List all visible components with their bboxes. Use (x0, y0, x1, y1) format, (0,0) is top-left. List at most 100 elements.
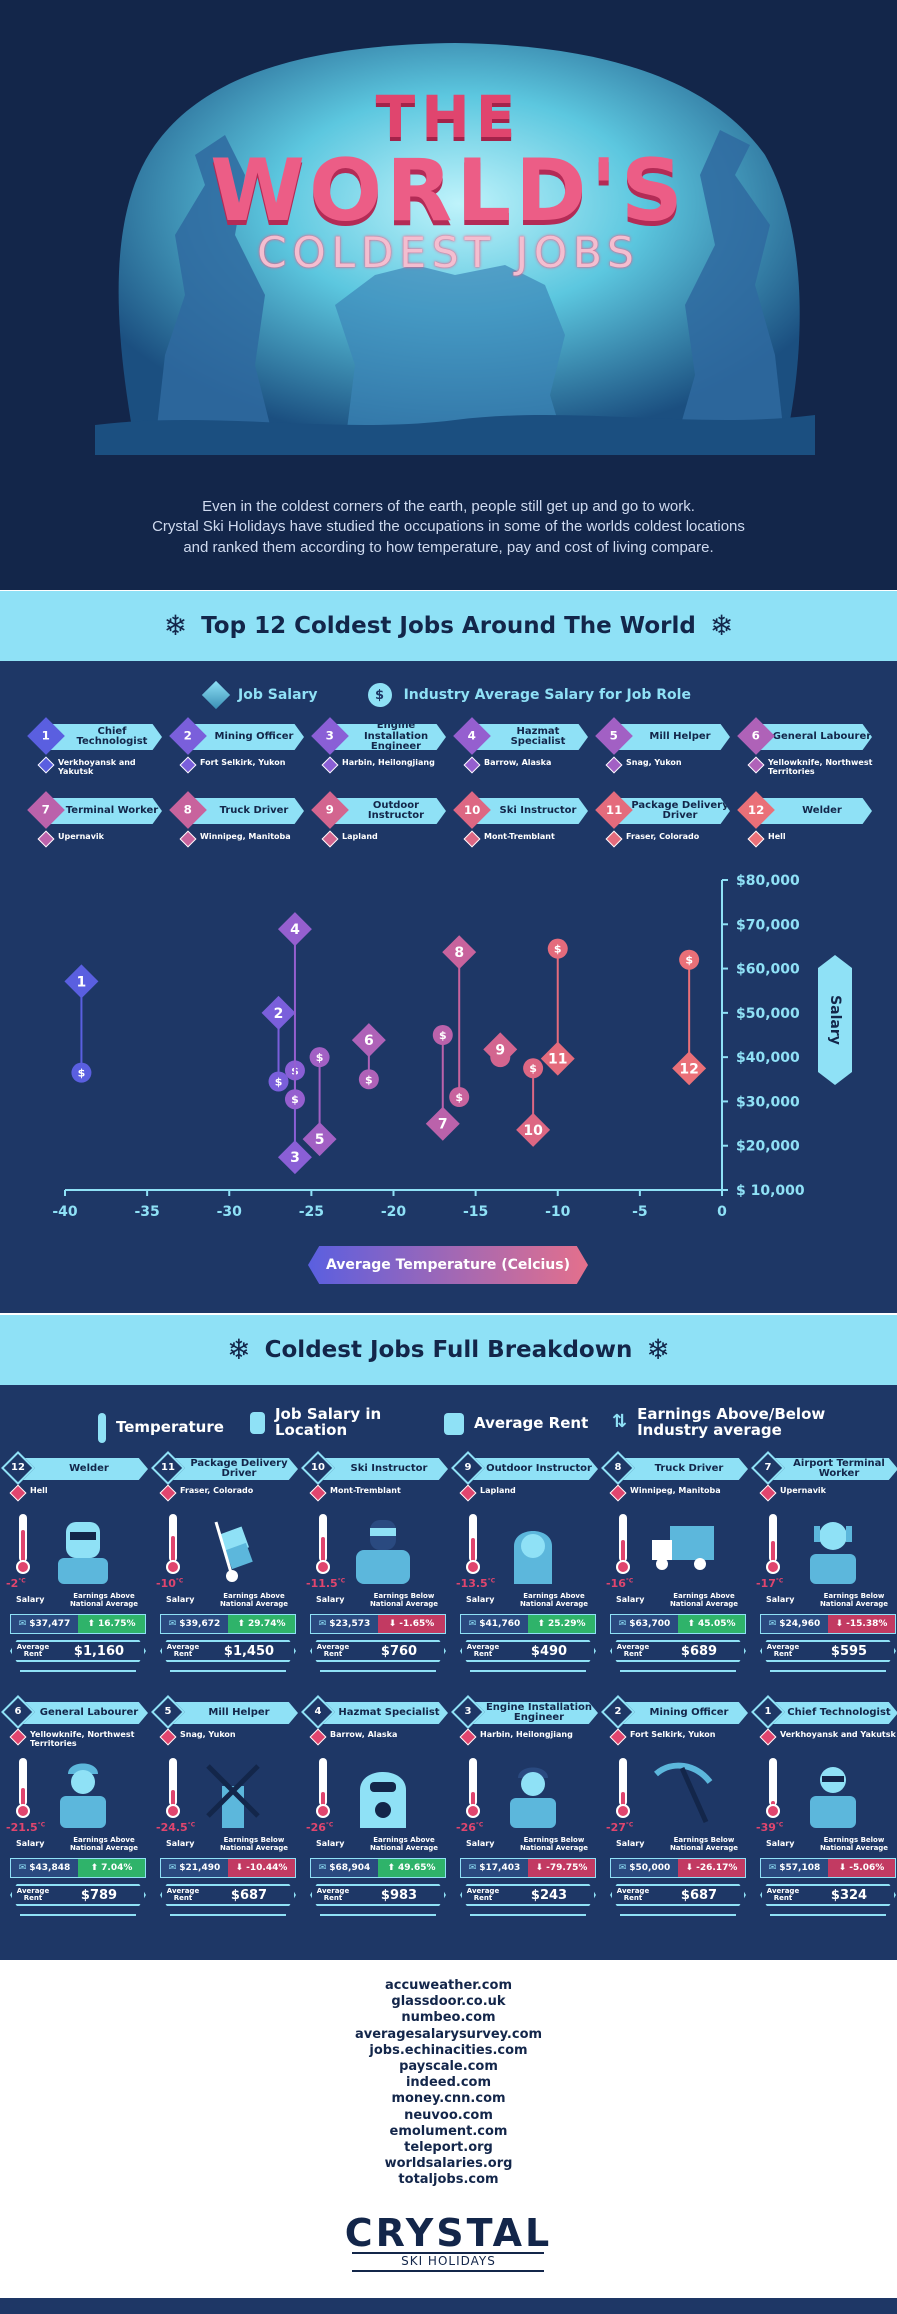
rent-box: Average Rent $1,160 (10, 1640, 146, 1662)
rent-value: $789 (80, 1887, 118, 1903)
job-location: Upernavik (37, 830, 170, 848)
legend-label: Industry Average Salary for Job Role (403, 687, 691, 703)
earnings-diff-value: 29.74% (248, 1618, 286, 1629)
source-item: money.cnn.com (391, 2091, 506, 2107)
thermometer-icon (166, 1758, 180, 1818)
flag-icon (9, 1728, 27, 1746)
rank-number: 1 (41, 728, 51, 743)
thermometer-icon (616, 1514, 630, 1574)
rent-box: Average Rent $595 (760, 1640, 896, 1662)
rent-box: Average Rent $760 (310, 1640, 446, 1662)
salary-amount: $57,108 (779, 1862, 821, 1873)
snowflake-icon: ❄ (227, 1333, 251, 1366)
y-tick-label: $40,000 (736, 1050, 800, 1066)
brand-tagline: SKI HOLIDAYS (401, 2254, 496, 2268)
x-tick-label: -20 (381, 1204, 407, 1220)
hero-banner: THE WORLD'S COLDEST JOBS (0, 0, 897, 480)
flag-icon (605, 756, 623, 774)
location-text: Fort Selkirk, Yukon (200, 758, 286, 767)
job-location: Harbin, Heilongjiang (321, 756, 454, 774)
flag-icon (37, 830, 55, 848)
flag-icon (747, 756, 765, 774)
salary-box: ✉ $63,700 ⬆ 45.05% (610, 1614, 746, 1634)
salary-value: ✉ $57,108 (761, 1859, 828, 1877)
location-text: Upernavik (780, 1486, 826, 1495)
section-title: Coldest Jobs Full Breakdown (264, 1336, 633, 1363)
skier-icon (356, 1520, 410, 1584)
earnings-diff: ⬇ -15.38% (828, 1615, 895, 1633)
earnings-label: Earnings Above National Average (219, 1592, 289, 1608)
card-location: Winnipeg, Manitoba (609, 1484, 748, 1502)
job-location: Yellowknife, Northwest Territories (747, 756, 880, 776)
salary-value: ✉ $23,573 (311, 1615, 378, 1633)
job-key-7: Terminal Worker 7 Upernavik (26, 791, 166, 858)
salary-label: Salary (466, 1839, 495, 1848)
thermometer-icon (98, 1413, 106, 1443)
earnings-label: Earnings Above National Average (519, 1592, 589, 1608)
envelope-icon: ✉ (468, 1618, 477, 1629)
location-text: Winnipeg, Manitoba (200, 832, 291, 841)
breakdown-card-6: General Labourer 6 Yellowknife, Northwest … (1, 1695, 148, 1922)
card-title: General Labourer (16, 1702, 148, 1724)
intro-line: and ranked them according to how tempera… (183, 538, 714, 556)
earnings-label: Earnings Above National Average (69, 1836, 139, 1852)
card-divider (620, 1914, 736, 1916)
card-title: Ski Instructor (316, 1458, 448, 1480)
y-tick-label: $30,000 (736, 1094, 800, 1110)
rank-number: 11 (161, 1462, 175, 1473)
breakdown-card-3: Engine Installation Engineer 3 Harbin, Hei… (451, 1695, 598, 1922)
card-title: Chief Technologist (766, 1702, 897, 1724)
card-location: Yellowknife, Northwest Territories (9, 1728, 148, 1748)
job-location: Snag, Yukon (605, 756, 738, 774)
location-text: Barrow, Alaska (330, 1730, 398, 1739)
x-tick-label: -15 (463, 1204, 488, 1220)
salary-label: Salary (616, 1839, 645, 1848)
envelope-icon: ✉ (768, 1862, 777, 1873)
location-text: Winnipeg, Manitoba (630, 1486, 721, 1495)
temperature-number: -17 (756, 1577, 776, 1590)
envelope-icon: ✉ (318, 1862, 327, 1873)
rent-box: Average Rent $1,450 (160, 1640, 296, 1662)
industry-salary-marker (284, 1089, 305, 1110)
salary-value: ✉ $63,700 (611, 1615, 678, 1633)
rank-number: 11 (605, 802, 623, 817)
salary-label: Salary (16, 1839, 45, 1848)
card-location: Harbin, Heilongjiang (459, 1728, 598, 1746)
industry-salary-dollar: $ (554, 943, 562, 956)
job-location: Lapland (321, 830, 454, 848)
card-location: Upernavik (759, 1484, 897, 1502)
salary-box: ✉ $17,403 ⬇ -79.75% (460, 1858, 596, 1878)
earnings-diff-value: 25.29% (548, 1618, 586, 1629)
industry-salary-marker (449, 1087, 470, 1107)
rent-value: $687 (230, 1887, 268, 1903)
temperature-value: -39°C (756, 1821, 784, 1834)
job-key-6: General Labourer 6 Yellowknife, Northwest … (736, 717, 876, 784)
earnings-label: Earnings Below National Average (519, 1836, 589, 1852)
salary-amount: $17,403 (479, 1862, 521, 1873)
rent-box: Average Rent $983 (310, 1884, 446, 1906)
rent-label: Average Rent (766, 1643, 800, 1658)
earnings-diff-value: -5.06% (849, 1862, 885, 1873)
salary-box: ✉ $68,904 ⬆ 49.65% (310, 1858, 446, 1878)
breakdown-card-12: Welder 12 Hell -2°C Salary Earnings Above Nat… (1, 1451, 148, 1678)
salary-label: Salary (766, 1839, 795, 1848)
salary-amount: $41,760 (479, 1618, 521, 1629)
pickaxe-icon (654, 1762, 713, 1824)
flag-icon (309, 1728, 327, 1746)
location-text: Harbin, Heilongjiang (480, 1730, 573, 1739)
rent-box: Average Rent $687 (160, 1884, 296, 1906)
salary-temperature-chart: -40 -35 -30 -25 -20 -15 -10 -5 0 $ 10,000 $20,000 $… (52, 873, 805, 1220)
card-title: Engine Installation Engineer (466, 1702, 598, 1724)
source-item: averagesalarysurvey.com (354, 2026, 543, 2042)
rent-box: Average Rent $687 (610, 1884, 746, 1906)
rank-number: 6 (14, 1706, 22, 1717)
thermometer-icon (316, 1514, 330, 1574)
rank-number: 7 (764, 1462, 772, 1473)
temperature-number: -26 (456, 1821, 476, 1834)
job-title: Truck Driver (186, 798, 304, 824)
breakdown-panel (0, 1385, 897, 1960)
flag-icon (179, 756, 197, 774)
job-key-2: Mining Officer 2 Fort Selkirk, Yukon (168, 717, 308, 784)
earnings-diff-value: -79.75% (546, 1862, 588, 1873)
card-location: Fraser, Colorado (159, 1484, 298, 1502)
